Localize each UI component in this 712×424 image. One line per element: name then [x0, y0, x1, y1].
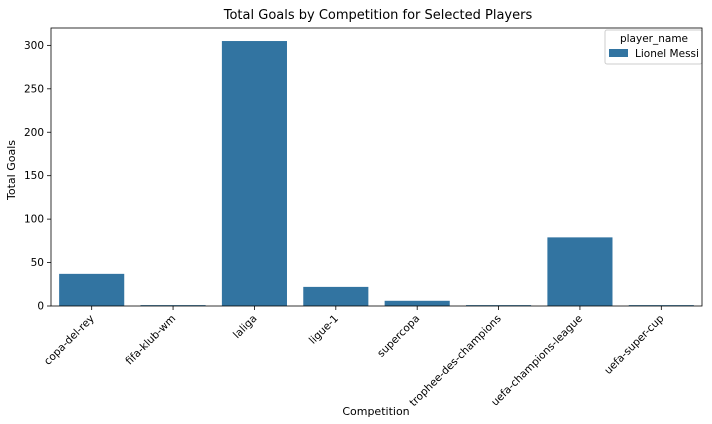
y-tick-label: 300 — [24, 40, 44, 52]
y-tick-label: 50 — [31, 257, 44, 269]
chart-title: Total Goals by Competition for Selected … — [223, 8, 533, 23]
y-tick-label: 150 — [24, 170, 44, 182]
legend-swatch — [609, 49, 628, 57]
y-tick-label: 250 — [24, 83, 44, 95]
legend: player_name Lionel Messi — [604, 29, 703, 65]
bar-ligue-1 — [303, 286, 369, 306]
y-tick-label: 0 — [37, 301, 44, 313]
bar-laliga — [221, 41, 287, 306]
x-axis-label: Competition — [342, 405, 409, 418]
bar-supercopa — [384, 300, 450, 306]
y-axis: 0 50 100 150 200 250 300 — [24, 40, 51, 313]
plot-area — [59, 41, 694, 306]
plot-frame — [50, 27, 703, 307]
bar-fifa-klub-wm — [140, 305, 206, 306]
y-tick-label: 200 — [24, 127, 44, 139]
bar-copa-del-rey — [59, 273, 125, 306]
legend-title: player_name — [620, 33, 688, 45]
y-tick-label: 100 — [24, 214, 44, 226]
bar-uefa-champions-league — [547, 237, 613, 306]
bar-trophee-des-champions — [466, 305, 532, 306]
legend-label: Lionel Messi — [635, 48, 699, 60]
y-axis-label: Total Goals — [5, 140, 18, 201]
bar-uefa-super-cup — [628, 305, 694, 306]
